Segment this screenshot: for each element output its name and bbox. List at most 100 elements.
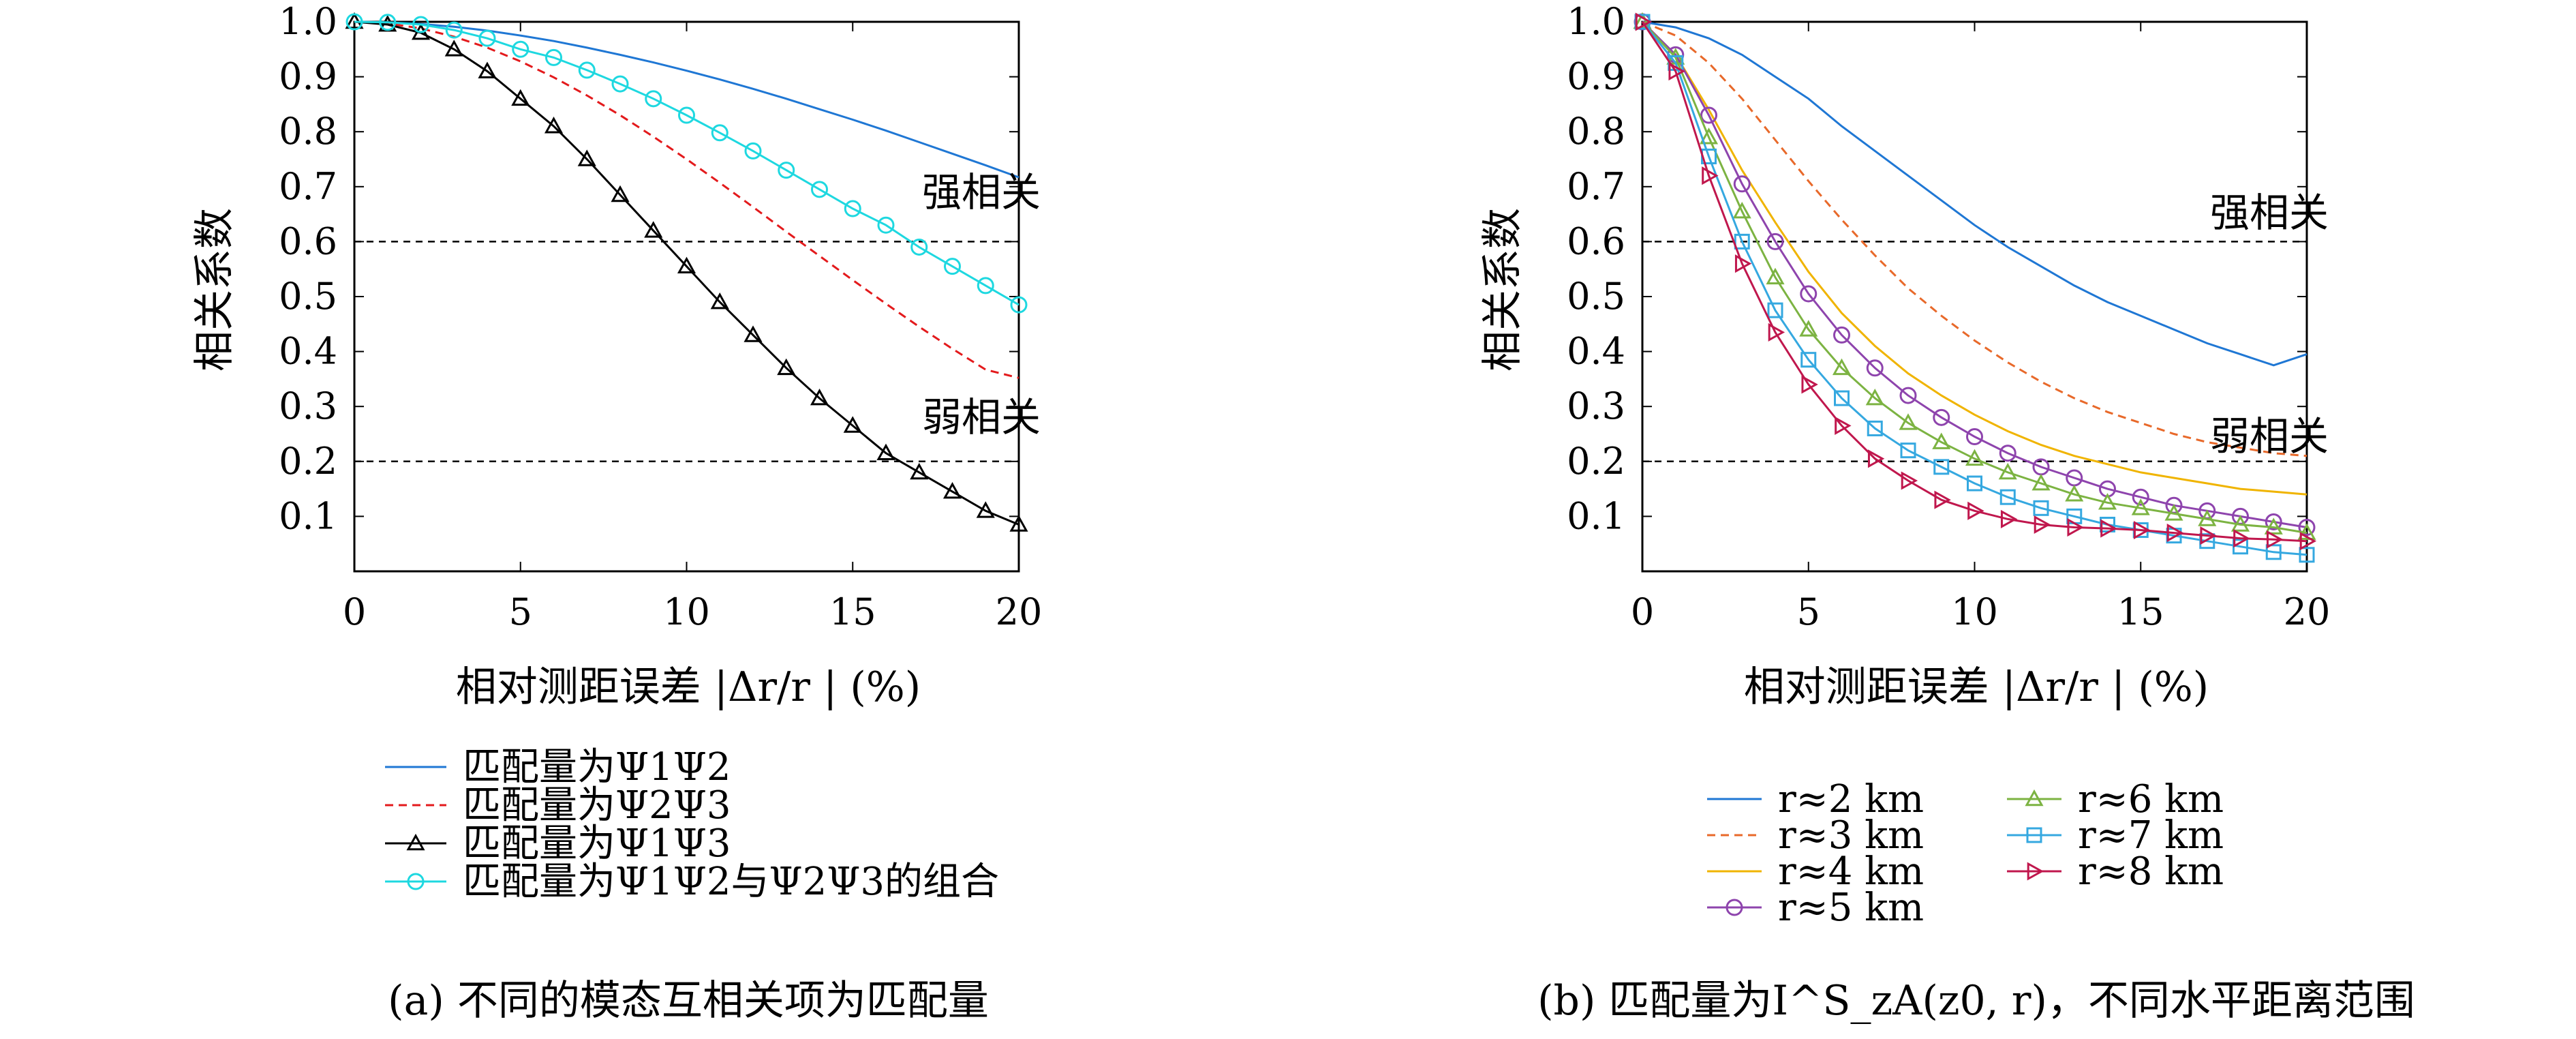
data-point	[645, 90, 662, 108]
y-tick-label: 0.3	[279, 385, 337, 427]
legend-entry: 匹配量为Ψ1Ψ3	[385, 822, 731, 866]
series-2	[1642, 20, 2307, 457]
data-point	[910, 238, 928, 256]
series-line	[1641, 21, 2307, 543]
data-point	[1966, 428, 1983, 446]
data-point	[1867, 420, 1883, 436]
legend-label: r≈7 km	[2078, 813, 2224, 858]
data-point	[678, 106, 695, 124]
data-point	[1965, 449, 1984, 466]
y-tick-label: 0.5	[279, 275, 337, 318]
y-tick-label: 0.8	[279, 110, 337, 153]
data-point	[944, 258, 961, 275]
data-point	[843, 416, 862, 433]
legend-entry: 匹配量为Ψ1Ψ2与Ψ2Ψ3的组合	[385, 860, 999, 904]
legend-label: r≈2 km	[1778, 777, 1924, 822]
data-point	[478, 29, 496, 47]
series-line	[354, 20, 1019, 526]
data-point	[2034, 515, 2051, 534]
series-line	[354, 20, 1019, 379]
legend-entry: r≈5 km	[1707, 886, 1924, 930]
data-point	[1834, 390, 1850, 406]
data-point	[1901, 471, 1918, 490]
data-point	[444, 40, 463, 57]
data-point	[577, 149, 596, 166]
data-point	[1734, 233, 1750, 250]
panel-b: 相关系数 相对测距误差 |Δr/r | (%) (b) 匹配量为I^S_zA(z…	[1479, 0, 2415, 1025]
data-point	[578, 61, 596, 79]
data-point	[811, 181, 828, 198]
data-point	[445, 21, 463, 39]
x-tick-label: 0	[1631, 590, 1654, 633]
legend-entry: r≈4 km	[1707, 849, 1924, 894]
data-point	[2298, 519, 2316, 537]
data-point	[711, 124, 729, 142]
data-point	[2098, 493, 2117, 510]
data-point	[1967, 475, 1982, 492]
legend-label: 匹配量为Ψ1Ψ2与Ψ2Ψ3的组合	[463, 860, 999, 904]
legend-marker	[407, 873, 425, 890]
y-axis-label: 相关系数	[1479, 208, 1527, 372]
weak-correlation-label: 弱相关	[2210, 413, 2329, 460]
data-point	[2233, 529, 2250, 548]
data-point	[379, 14, 397, 31]
data-point	[1768, 322, 1785, 342]
legend-marker	[2027, 862, 2044, 881]
series-line	[1641, 21, 2307, 556]
data-point	[544, 117, 564, 134]
data-point	[1835, 416, 1852, 435]
x-tick-label: 5	[1797, 590, 1820, 633]
x-tick-label: 10	[663, 590, 710, 633]
series-line	[1641, 20, 2307, 534]
legend-entry: r≈3 km	[1707, 813, 1924, 858]
data-point	[346, 13, 363, 31]
legend-marker	[1726, 899, 1743, 916]
legend-label: 匹配量为Ψ1Ψ3	[463, 822, 731, 866]
legend-label: r≈6 km	[2078, 777, 2224, 822]
data-point	[1699, 127, 1719, 145]
x-tick-label: 15	[829, 590, 876, 633]
data-point	[1999, 445, 2017, 462]
series-line	[1642, 20, 2307, 457]
data-point	[2265, 513, 2282, 530]
data-point	[1801, 375, 1818, 394]
data-point	[2000, 509, 2018, 528]
y-tick-label: 0.6	[279, 220, 337, 262]
y-tick-label: 0.1	[279, 494, 337, 537]
caption-a: (a) 不同的模态互相关项为匹配量	[388, 977, 989, 1025]
legend-label: 匹配量为Ψ2Ψ3	[463, 783, 731, 828]
x-tick-label: 15	[2117, 590, 2164, 633]
legend-entry: 匹配量为Ψ2Ψ3	[385, 783, 731, 828]
data-point	[1934, 490, 1951, 509]
data-point	[1832, 358, 1852, 376]
data-point	[844, 200, 861, 217]
x-tick-label: 10	[1951, 590, 1998, 633]
data-point	[777, 358, 796, 376]
data-point	[644, 221, 663, 238]
data-point	[1800, 285, 1818, 303]
weak-correlation-label: 弱相关	[922, 394, 1041, 440]
data-point	[2264, 517, 2283, 534]
data-point	[2299, 532, 2317, 551]
y-tick-label: 0.7	[1567, 165, 1625, 208]
y-tick-label: 0.9	[1567, 55, 1625, 98]
data-point	[1933, 408, 1950, 426]
data-point	[2132, 488, 2149, 506]
data-point	[2065, 485, 2084, 502]
x-tick-label: 0	[343, 590, 366, 633]
y-tick-label: 0.2	[279, 440, 337, 483]
data-point	[1767, 302, 1783, 318]
y-tick-label: 0.3	[1567, 385, 1625, 427]
data-point	[1800, 352, 1817, 368]
data-point	[1967, 501, 1984, 520]
series-2	[354, 20, 1019, 379]
y-tick-label: 1.0	[279, 0, 337, 43]
series-line	[354, 20, 1019, 179]
data-point	[2200, 526, 2217, 545]
x-tick-label: 20	[2284, 590, 2331, 633]
caption-b: (b) 匹配量为I^S_zA(z0, r)，不同水平距离范围	[1537, 977, 2415, 1025]
y-tick-label: 0.8	[1567, 110, 1625, 153]
y-axis-label: 相关系数	[191, 208, 239, 372]
y-tick-label: 0.2	[1567, 440, 1625, 483]
data-point	[1899, 413, 1918, 430]
